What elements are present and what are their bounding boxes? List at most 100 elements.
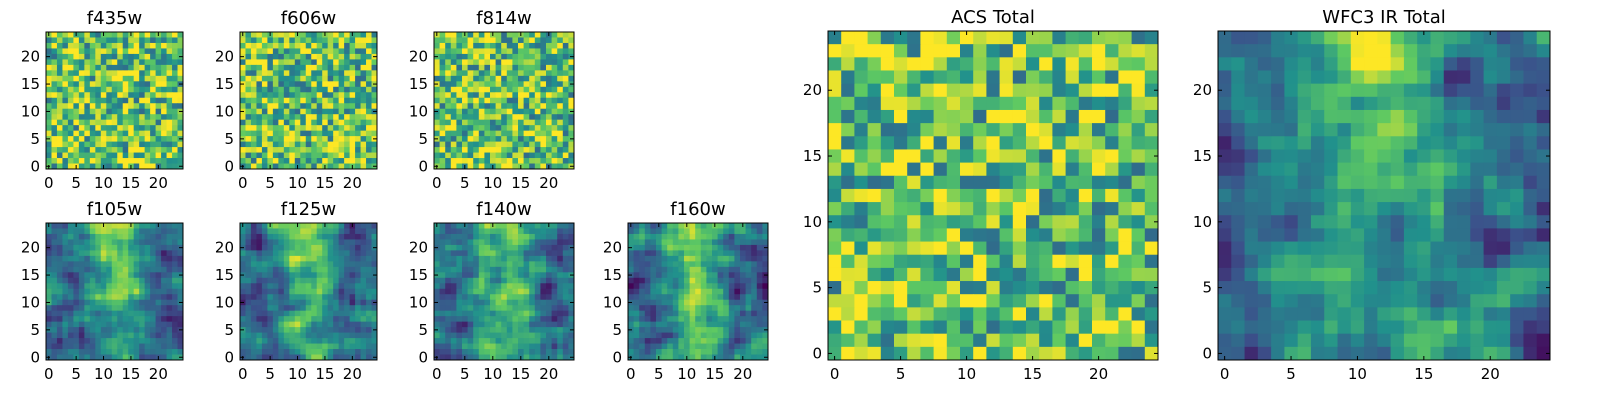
heatmap-cell [434, 125, 441, 132]
heatmap-cell [366, 272, 373, 279]
heatmap-cell [644, 244, 651, 251]
heatmap-cell [294, 37, 301, 44]
heatmap-cell [478, 310, 485, 317]
heatmap-cell [272, 349, 279, 356]
heatmap-cell [751, 338, 758, 345]
heatmap-cell [155, 327, 162, 334]
heatmap-cell [46, 70, 52, 77]
heatmap-cell [155, 141, 162, 148]
heatmap-cell [89, 103, 96, 110]
heatmap-cell [880, 96, 895, 111]
heatmap-cell [283, 354, 290, 361]
heatmap-cell [557, 53, 564, 60]
heatmap-cell [672, 255, 679, 262]
heatmap-cell [144, 59, 151, 66]
heatmap-cell [762, 305, 769, 312]
heatmap-cell [56, 163, 63, 170]
heatmap-cell [106, 228, 113, 235]
heatmap-cell [51, 223, 58, 229]
heatmap-cell [518, 136, 525, 143]
heatmap-cell [445, 64, 452, 71]
heatmap-cell [478, 59, 485, 66]
heatmap-cell [333, 163, 340, 170]
heatmap-cell [245, 97, 252, 104]
heatmap-cell [166, 32, 173, 38]
heatmap-cell [133, 354, 140, 361]
heatmap-cell [117, 147, 124, 154]
heatmap-cell [240, 233, 246, 240]
heatmap-cell [144, 277, 151, 284]
heatmap-cell [568, 250, 575, 257]
heatmap-cell [534, 75, 541, 82]
heatmap-cell [723, 343, 730, 350]
heatmap-cell [751, 354, 758, 361]
heatmap-cell [67, 223, 74, 229]
heatmap-cell [540, 272, 547, 279]
heatmap-cell [999, 70, 1014, 85]
heatmap-cell [495, 158, 502, 165]
heatmap-cell [672, 228, 679, 235]
heatmap-cell [333, 316, 340, 323]
heatmap-cell [117, 70, 124, 77]
heatmap-cell [261, 294, 268, 301]
heatmap-cell [1052, 83, 1067, 98]
heatmap-cell [986, 44, 1001, 58]
heatmap-cell [828, 31, 842, 45]
heatmap-cell [289, 255, 296, 262]
heatmap-cell [650, 343, 657, 350]
heatmap-cell [261, 119, 268, 126]
heatmap-cell [155, 114, 162, 121]
heatmap-cell [62, 233, 69, 240]
heatmap-cell [316, 321, 323, 328]
heatmap-cell [133, 147, 140, 154]
heatmap-cell [322, 244, 329, 251]
heatmap-cell [506, 147, 513, 154]
heatmap-cell [161, 332, 168, 339]
heatmap-cell [478, 228, 485, 235]
heatmap-cell [245, 354, 252, 361]
heatmap-cell [144, 97, 151, 104]
heatmap-cell [684, 310, 691, 317]
heatmap-cell [1026, 149, 1040, 164]
heatmap-cell [128, 125, 135, 132]
heatmap-cell [434, 343, 441, 350]
heatmap-cell [734, 244, 741, 251]
heatmap-cell [349, 332, 356, 339]
heatmap-cell [305, 32, 312, 38]
heatmap-cell [150, 261, 157, 268]
heatmap-cell [67, 321, 74, 328]
heatmap-cell [650, 310, 657, 317]
heatmap-cell [294, 130, 301, 137]
heatmap-cell [751, 277, 758, 284]
heatmap-cell [56, 48, 63, 55]
heatmap-cell [305, 283, 312, 290]
heatmap-cell [250, 349, 257, 356]
heatmap-cell [740, 321, 747, 328]
heatmap-cell [122, 272, 129, 279]
heatmap-cell [133, 349, 140, 356]
heatmap-cell [529, 32, 536, 38]
heatmap-cell [880, 57, 895, 71]
heatmap-cell [371, 294, 378, 301]
heatmap-cell [523, 37, 530, 44]
heatmap-cell [667, 288, 674, 295]
heatmap-cell [695, 277, 702, 284]
heatmap-cell [106, 223, 113, 229]
heatmap-cell [122, 294, 129, 301]
heatmap-cell [89, 42, 96, 49]
heatmap-cell [1105, 188, 1119, 203]
heatmap-cell [512, 92, 519, 99]
heatmap-cell [139, 250, 146, 257]
heatmap-cell [289, 288, 296, 295]
heatmap-cell [1012, 57, 1027, 71]
heatmap-cell [734, 294, 741, 301]
heatmap-cell [144, 42, 151, 49]
heatmap-cell [300, 136, 307, 143]
heatmap-cell [46, 294, 52, 301]
heatmap-cell [946, 202, 961, 216]
heatmap-cell [501, 141, 508, 148]
heatmap-cell [305, 147, 312, 154]
heatmap-cell [166, 103, 173, 110]
heatmap-cell [355, 163, 362, 170]
